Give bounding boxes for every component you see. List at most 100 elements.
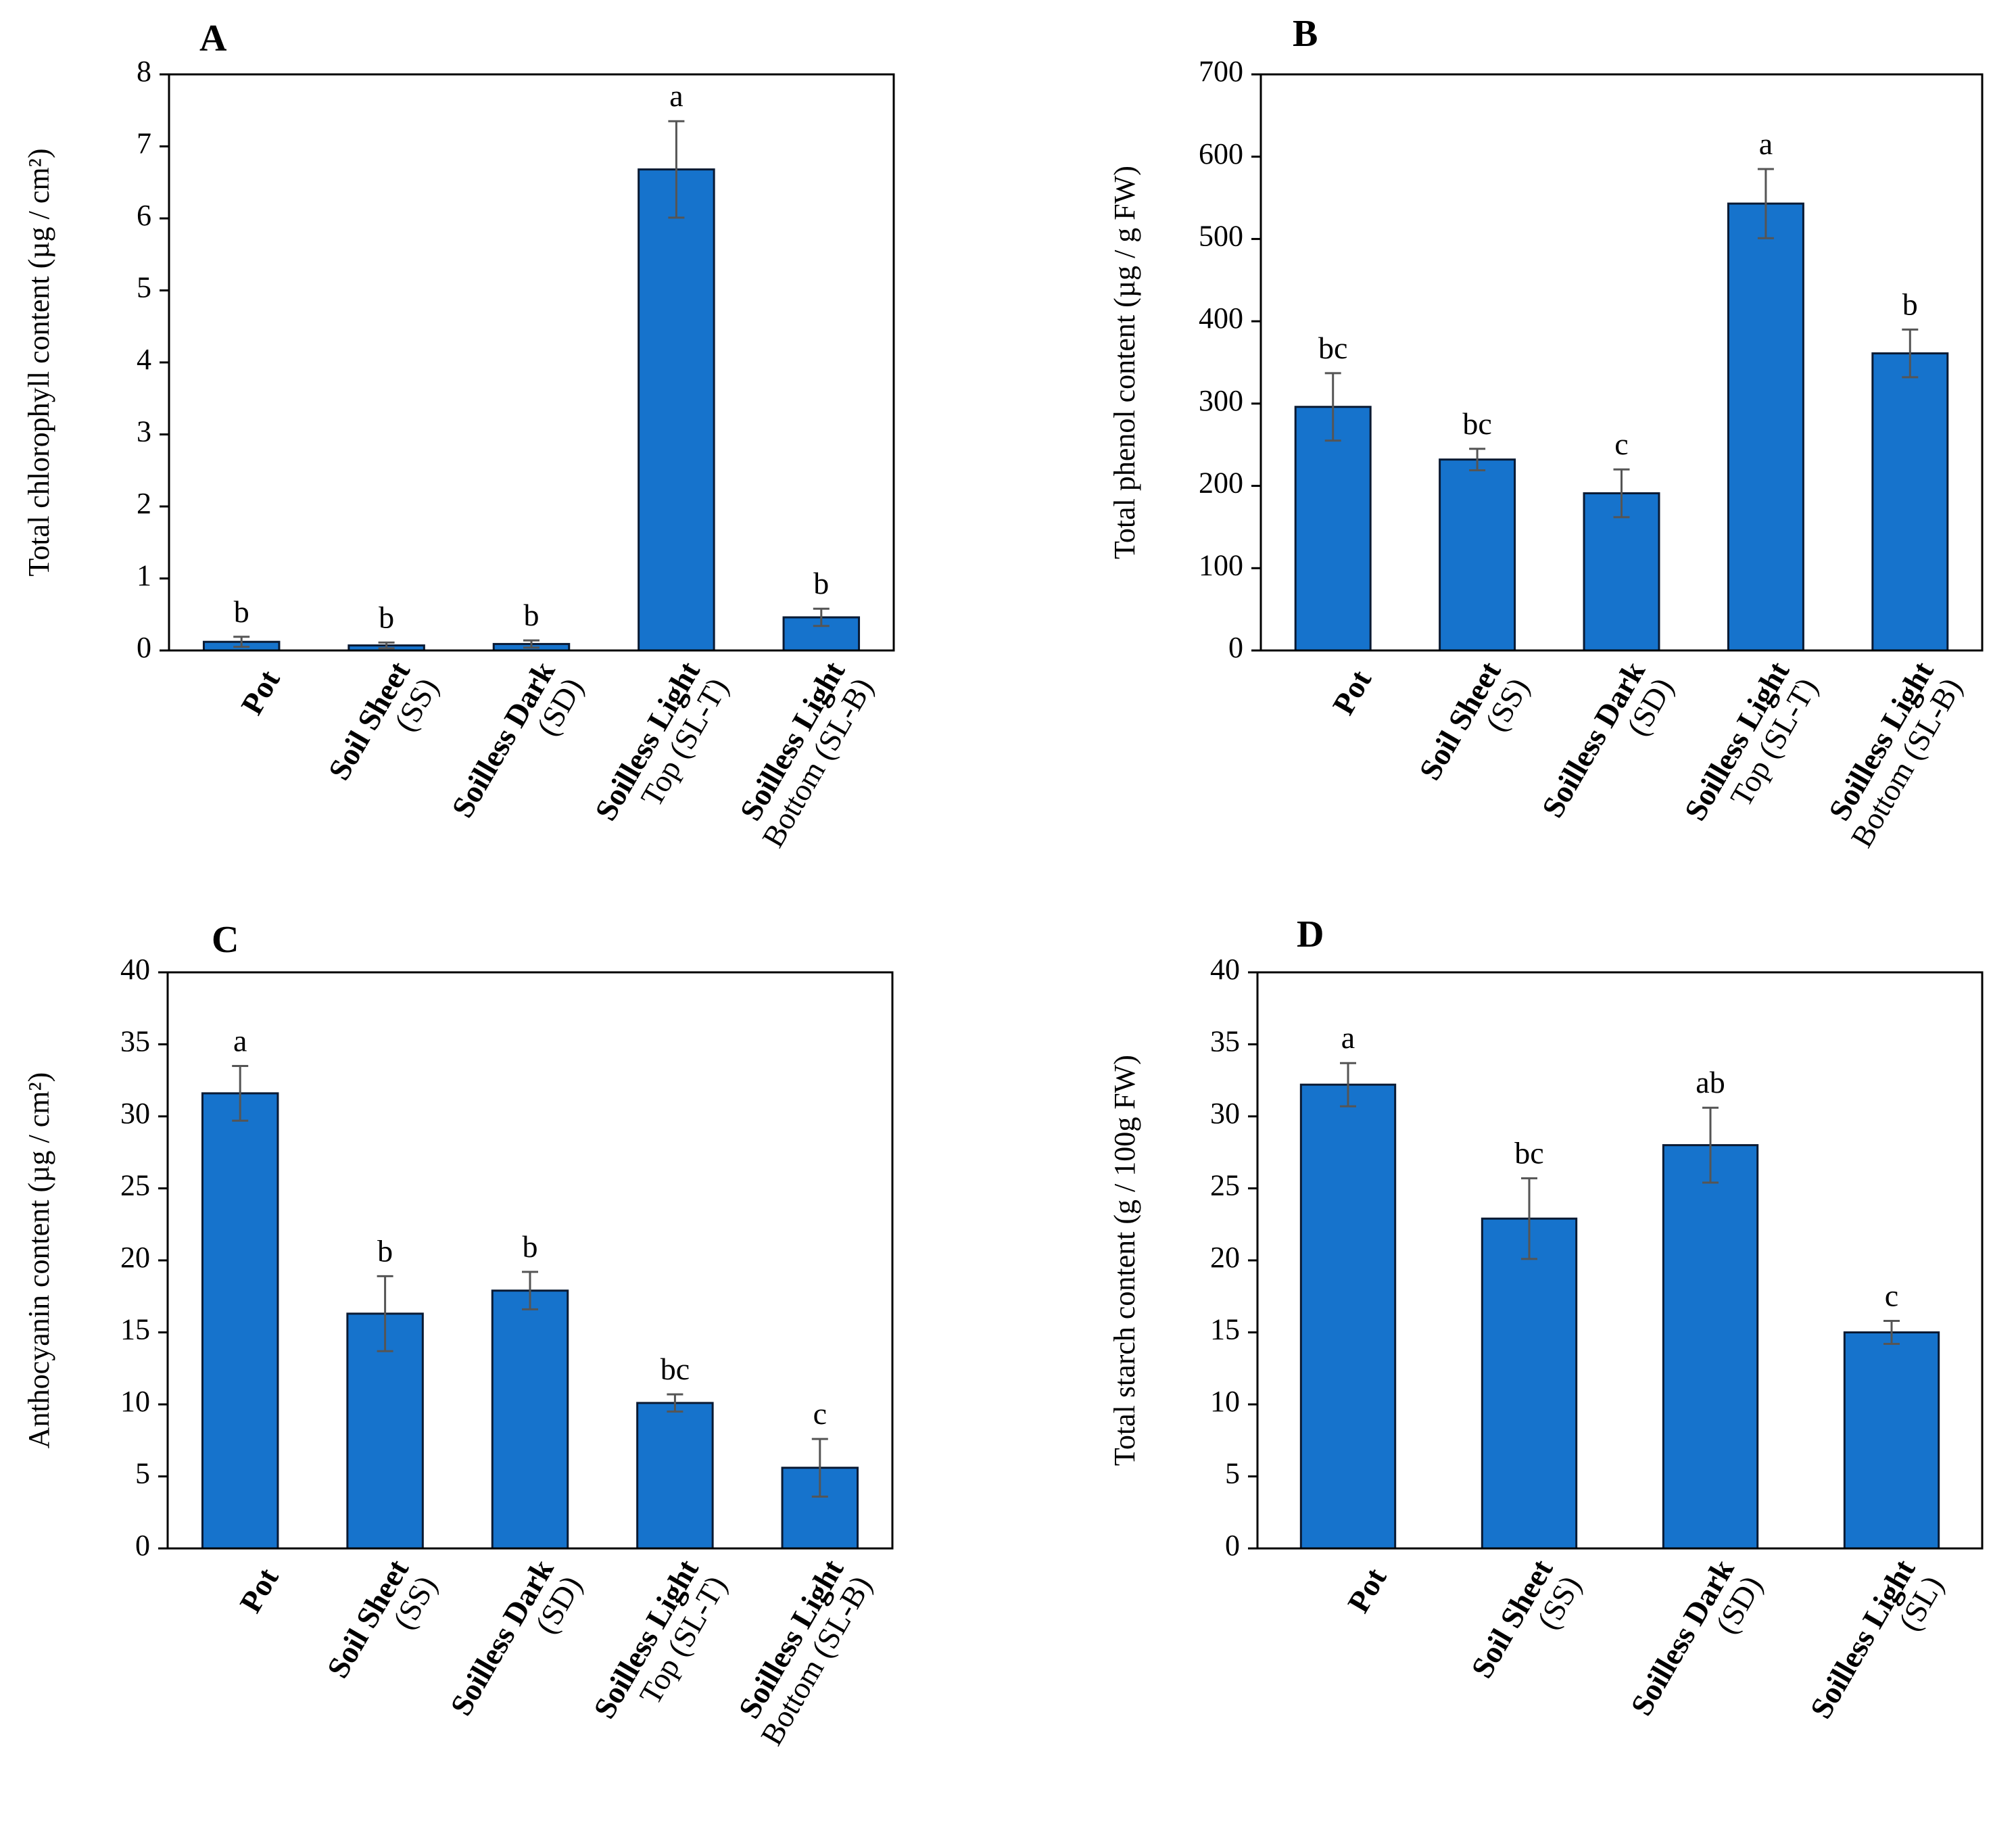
y-tick-label: 10 [120,1385,150,1418]
bar [638,168,715,652]
bar [1294,406,1372,652]
x-tick-label: Soilless LightBottom (SL-B) [1816,655,1969,853]
x-tick-label: Pot [1341,1562,1393,1619]
significance-letter: c [1614,427,1628,461]
y-axis-label: Anthocyanin content (µg / cm²) [22,1072,55,1449]
x-tick-label: Soil Sheet(SS) [1464,1553,1588,1700]
y-tick-label: 8 [137,55,151,88]
y-axis-label: Total phenol content (µg / g FW) [1108,166,1141,559]
y-tick-label: 15 [120,1313,150,1346]
x-tick-label: Soilless LightTop (SL-T) [1677,655,1824,843]
x-tick-label: Pot [234,664,287,721]
x-tick-label: Pot [1326,664,1378,721]
significance-letter: b [524,598,539,632]
y-tick-label: 2 [137,487,151,520]
chart-panel-d: D Total starch content (g / 100g FW) 0 5 10 1… [1108,914,1984,1740]
y-tick-label: 5 [137,271,151,304]
y-tick-label: 35 [120,1025,150,1058]
bar [346,1312,424,1550]
significance-letter: bc [1462,406,1491,441]
panel-letter: C [212,919,239,961]
panel-letter: A [199,18,227,60]
y-tick-label: 400 [1199,302,1243,335]
y-axis-label: Total chlorophyll content (µg / cm²) [22,149,55,577]
y-tick-label: 5 [1225,1457,1240,1490]
y-tick-label: 4 [137,343,151,376]
y-tick-label: 0 [137,631,151,664]
bar [201,1092,279,1550]
bar [1481,1217,1578,1550]
plot-frame [1256,971,1984,1550]
x-tick-label-line: Pot [233,1562,285,1619]
plot-frame [1259,73,1984,652]
significance-letter: bc [1514,1136,1543,1170]
y-tick-label: 40 [1210,953,1240,986]
significance-letter: b [523,1229,538,1264]
x-tick-label: Soil Sheet(SS) [1412,655,1536,802]
significance-letter: a [233,1023,247,1058]
y-tick-label: 0 [1225,1529,1240,1562]
y-tick-label: 700 [1199,55,1243,88]
x-tick-label: Soil Sheet(SS) [320,1553,444,1700]
y-tick-label: 20 [1210,1241,1240,1274]
bar [1662,1144,1759,1550]
y-tick-label: 100 [1199,548,1243,582]
y-tick-label: 7 [137,127,151,160]
significance-letter: b [377,1233,393,1268]
significance-letter: b [234,594,249,629]
x-tick-label: Soilless Dark(SD) [445,655,590,839]
y-tick-label: 25 [120,1169,150,1202]
significance-letter: bc [1318,331,1347,365]
y-tick-label: 25 [1210,1169,1240,1202]
significance-letter: a [1341,1020,1355,1055]
bar [1843,1331,1940,1550]
bar [1583,492,1660,652]
chart-panel-c: C Anthocyanin content (µg / cm²) 0 5 10 15 20 2… [22,919,894,1751]
x-tick-label-line: Soilless Light [1803,1553,1922,1724]
x-tick-label: Soilless LightBottom (SL-B) [727,655,880,853]
y-tick-label: 15 [1210,1313,1240,1346]
y-tick-label: 30 [120,1097,150,1130]
x-tick-label-line: Pot [1341,1562,1393,1619]
y-tick-label: 3 [137,415,151,448]
y-tick-label: 1 [137,559,151,592]
y-tick-label: 10 [1210,1385,1240,1418]
y-tick-label: 300 [1199,384,1243,417]
significance-letter: c [813,1396,827,1431]
y-tick-label: 35 [1210,1025,1240,1058]
x-tick-label: Soilless Dark(SD) [1535,655,1680,839]
bar [636,1402,714,1550]
x-tick-label: Soilless LightTop (SL-T) [587,1553,734,1740]
significance-letter: b [1902,287,1918,321]
plot-frame [166,971,894,1550]
y-tick-label: 600 [1199,137,1243,170]
x-tick-label-line: Soilless Dark [1535,655,1652,823]
x-tick-label: Soil Sheet(SS) [322,655,446,802]
x-tick-label-line: Soilless Dark [1624,1553,1741,1721]
plot-frame [168,73,895,652]
panel-letter: B [1293,13,1318,55]
y-tick-label: 200 [1199,467,1243,500]
panel-letter: D [1297,914,1324,955]
x-tick-label-line: Pot [234,664,287,721]
significance-letter: ab [1696,1065,1725,1099]
significance-letter: b [813,566,829,600]
y-tick-label: 30 [1210,1097,1240,1130]
x-tick-label: Soilless LightTop (SL-T) [588,655,735,843]
chart-panel-a: A Total chlorophyll content (µg / cm²) 0 1 2… [22,18,895,853]
x-tick-label: Soilless Dark(SD) [1624,1553,1769,1737]
x-tick-label-line: Soilless Dark [445,655,562,823]
bar [1299,1083,1397,1550]
y-tick-label: 5 [135,1457,150,1490]
y-tick-label: 500 [1199,220,1243,253]
y-tick-label: 0 [1228,631,1243,664]
significance-letter: a [1759,126,1773,161]
bar [491,1289,569,1550]
y-axis-label: Total starch content (g / 100g FW) [1108,1055,1141,1466]
bar [1727,202,1804,652]
bar [1439,458,1516,652]
y-tick-label: 0 [135,1529,150,1562]
x-tick-label: Soilless Light(SL) [1803,1553,1950,1740]
x-tick-label: Soilless Dark(SD) [443,1553,589,1737]
